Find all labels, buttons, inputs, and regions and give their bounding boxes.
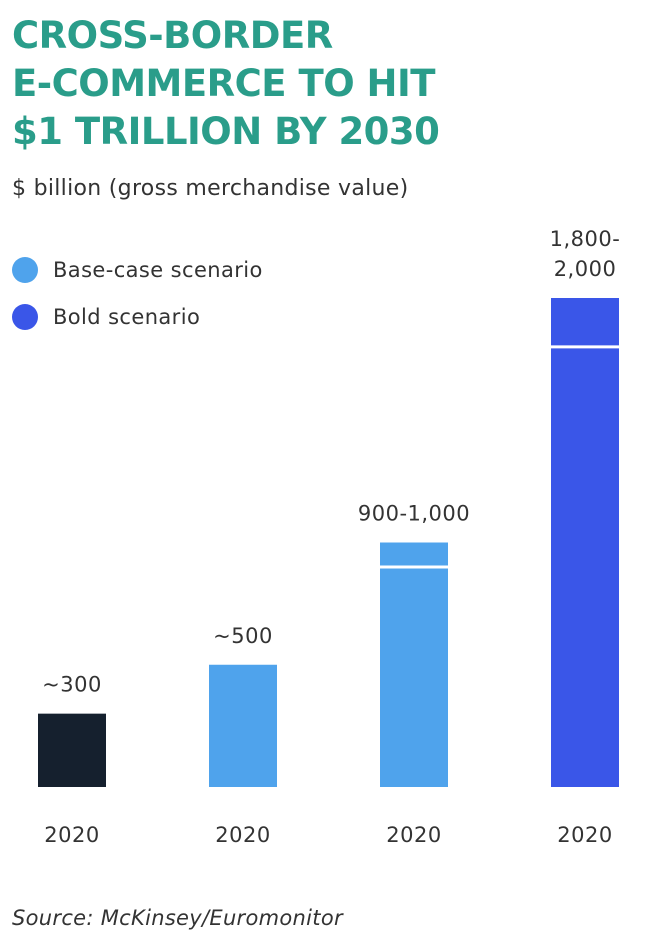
bar-value-label-3: 900-1,000	[358, 502, 470, 526]
legend: Base-case scenario Bold scenario	[12, 246, 263, 340]
legend-item-base-case: Base-case scenario	[12, 246, 263, 293]
x-tick-label-2: 2020	[215, 823, 270, 847]
bar-value-label-1: ~300	[42, 673, 102, 697]
legend-swatch-base-case	[12, 256, 38, 283]
legend-label-bold: Bold scenario	[53, 304, 201, 329]
bar-value-label-4: 1,800-	[550, 227, 621, 251]
bar-value-label-2: ~500	[213, 624, 273, 648]
bar-4	[551, 298, 619, 787]
x-tick-label-4: 2020	[557, 823, 612, 847]
bar-1	[38, 713, 106, 787]
legend-swatch-bold	[12, 303, 38, 330]
legend-item-bold: Bold scenario	[12, 293, 263, 340]
bar-2	[209, 664, 277, 787]
bar-value-label-4: 2,000	[554, 257, 617, 281]
chart-subtitle: $ billion (gross merchandise value)	[12, 176, 409, 201]
bar-3	[380, 542, 448, 787]
x-tick-label-1: 2020	[44, 823, 99, 847]
chart-title: CROSS-BORDER E-COMMERCE TO HIT $1 TRILLI…	[12, 14, 440, 153]
x-tick-label-3: 2020	[386, 823, 441, 847]
legend-label-base-case: Base-case scenario	[53, 257, 263, 282]
source-note: Source: McKinsey/Euromonitor	[12, 906, 343, 930]
